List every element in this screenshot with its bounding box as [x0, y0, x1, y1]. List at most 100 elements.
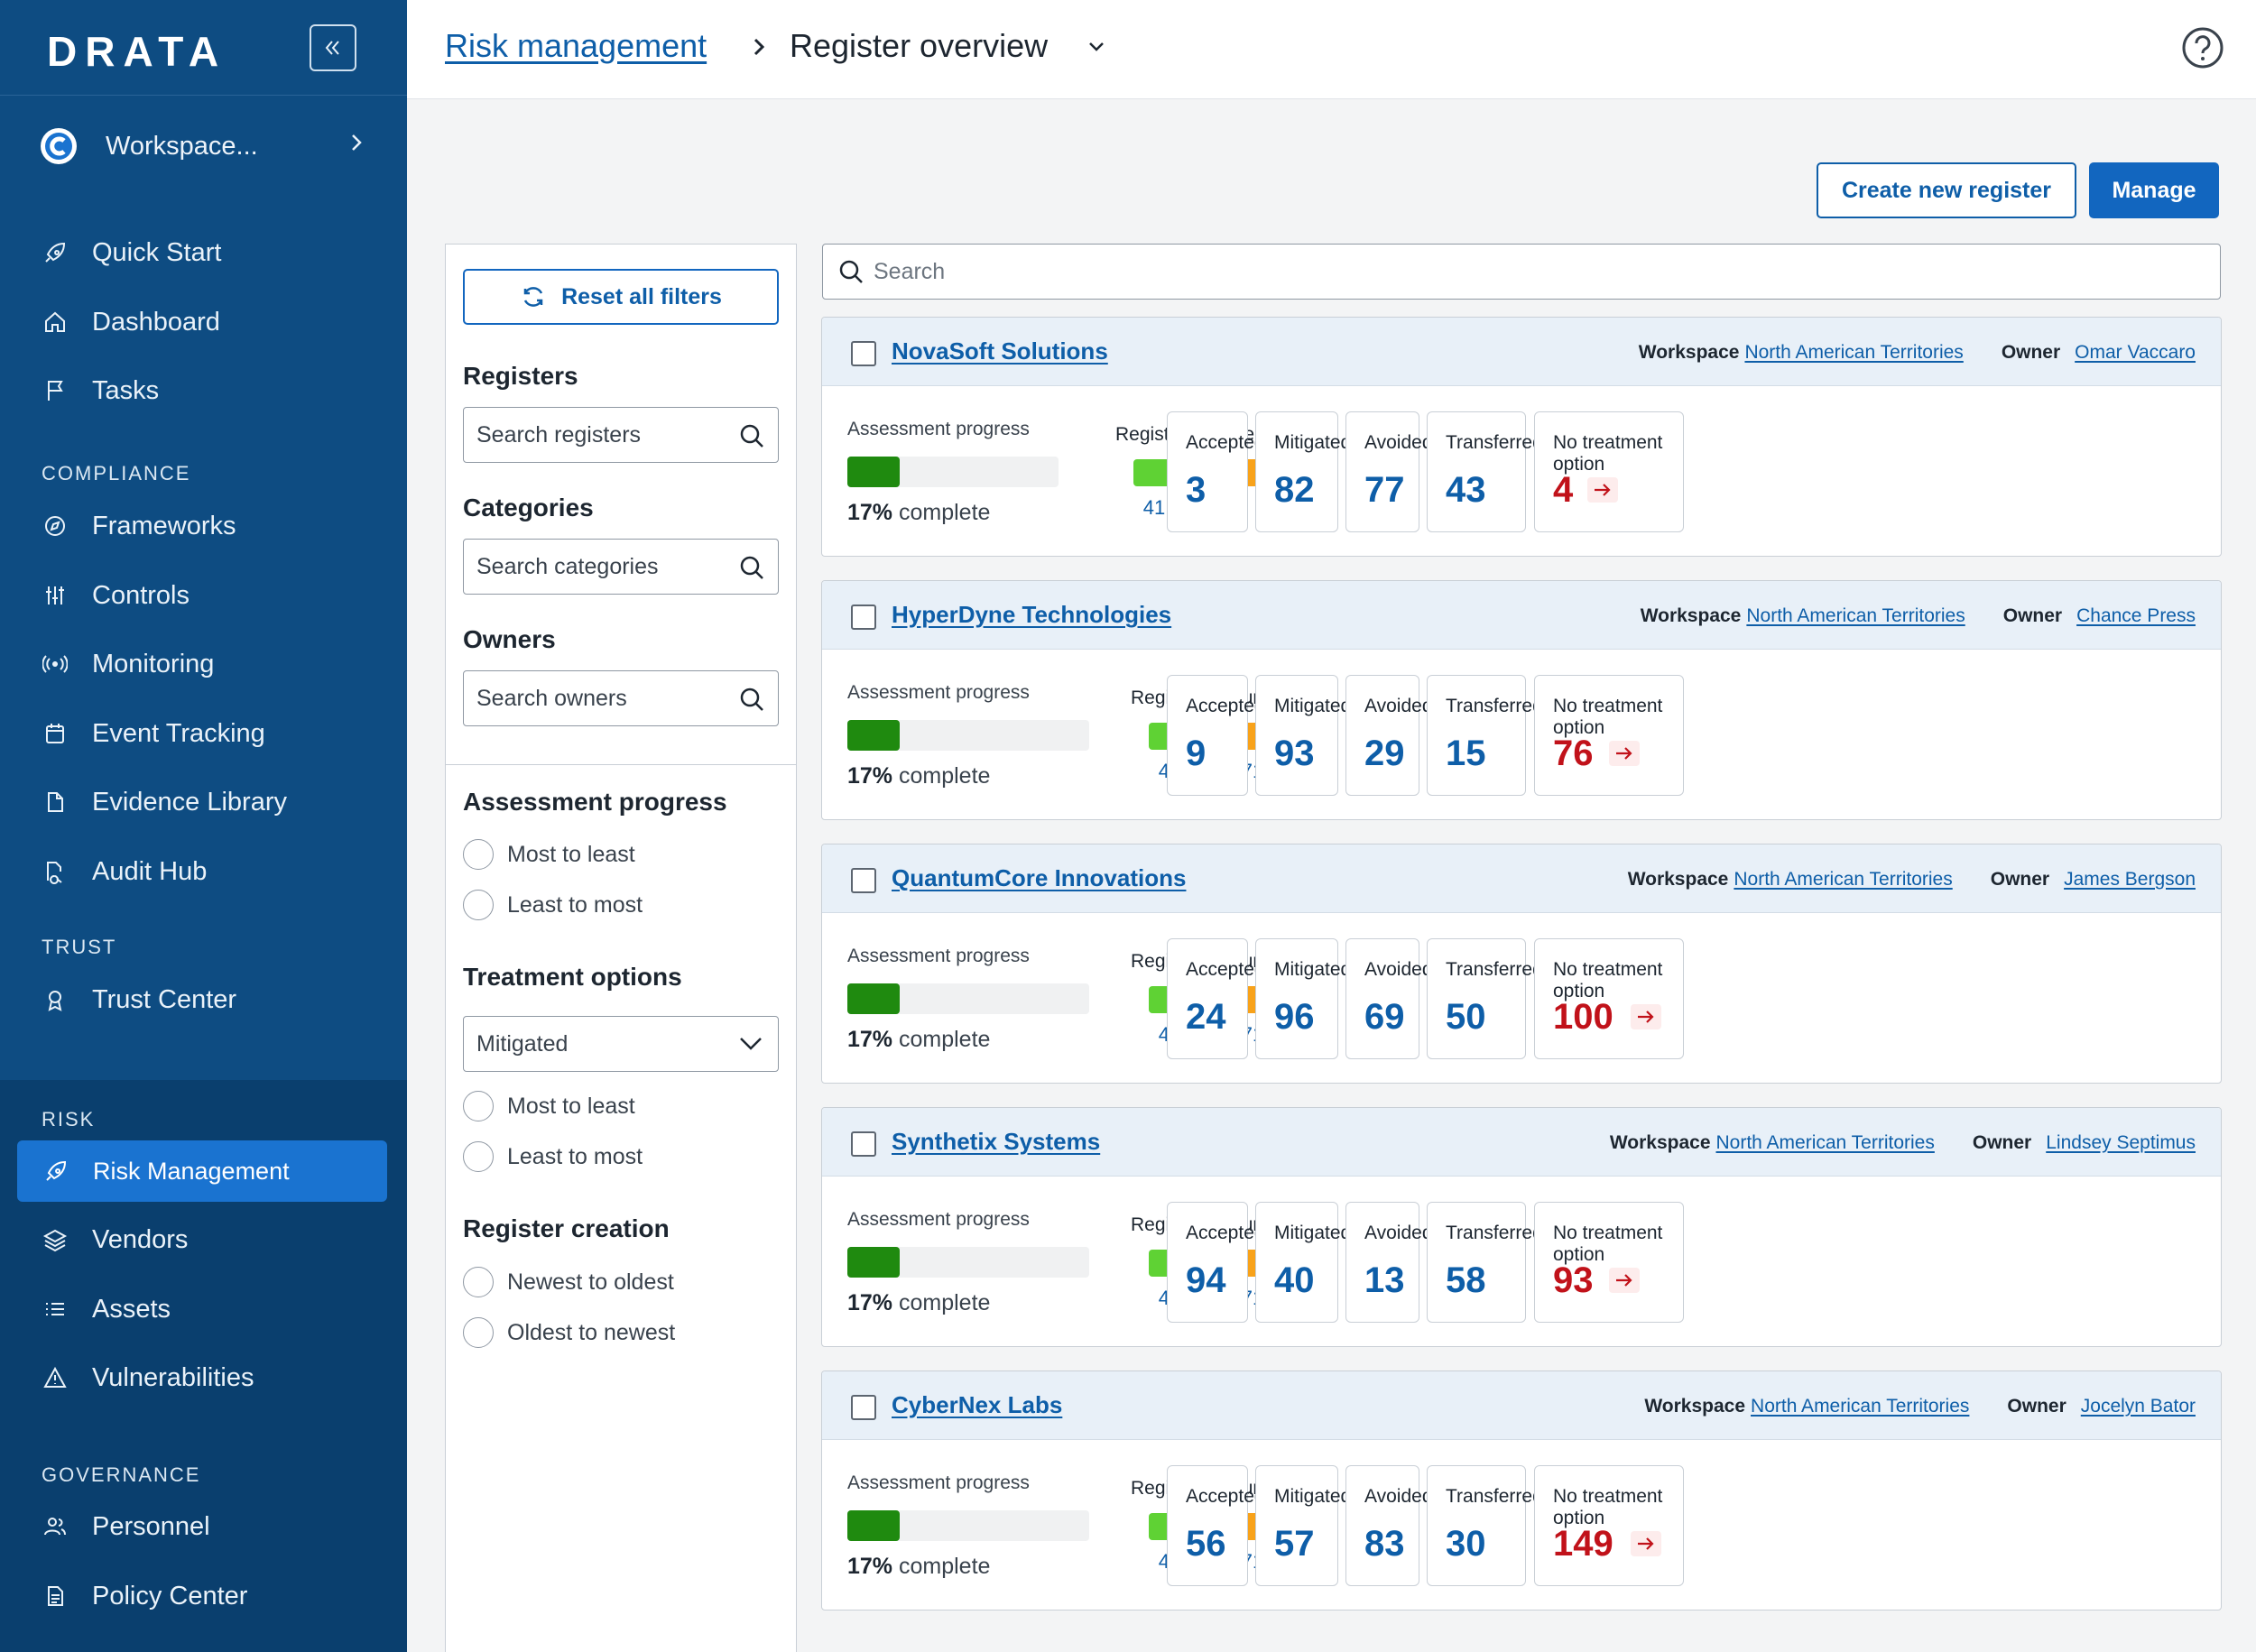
register-meta: Workspace North American Territories Own… — [1641, 605, 2196, 627]
stat-no-treatment[interactable]: No treatment option 76 — [1534, 675, 1684, 796]
register-checkbox[interactable] — [851, 341, 876, 366]
radio-assessment-most-to-least[interactable]: Most to least — [463, 836, 635, 872]
radio-treatment-most-to-least[interactable]: Most to least — [463, 1088, 635, 1124]
stat-transferred[interactable]: Transferred 15 — [1427, 675, 1543, 796]
register-search-input[interactable]: Search — [822, 244, 2221, 300]
radio-creation-oldest-to-newest[interactable]: Oldest to newest — [463, 1315, 675, 1351]
register-name-link[interactable]: NovaSoft Solutions — [892, 337, 1108, 365]
register-checkbox[interactable] — [851, 1131, 876, 1157]
nav-item-event-tracking[interactable]: Event Tracking — [42, 712, 265, 755]
stat-mitigated[interactable]: Mitigated 40 — [1255, 1202, 1351, 1323]
stat-accepted[interactable]: Accepted 56 — [1167, 1465, 1265, 1586]
chevron-down-icon[interactable] — [1086, 36, 1107, 58]
nav-item-vulnerabilities[interactable]: Vulnerabilities — [42, 1356, 254, 1399]
nav-item-personnel[interactable]: Personnel — [42, 1505, 210, 1548]
register-name-link[interactable]: QuantumCore Innovations — [892, 864, 1187, 891]
stat-value: 96 — [1274, 997, 1315, 1037]
assessment-progress-label: Assessment progress — [847, 419, 1030, 439]
arrow-right-icon[interactable] — [1631, 1004, 1661, 1029]
manage-button[interactable]: Manage — [2089, 162, 2219, 218]
drata-logo[interactable]: DRATA — [47, 28, 227, 75]
radio-assessment-least-to-most[interactable]: Least to most — [463, 887, 643, 923]
stat-avoided[interactable]: Avoided 69 — [1345, 938, 1433, 1059]
register-name-link[interactable]: HyperDyne Technologies — [892, 601, 1172, 628]
nav-item-risk-management[interactable]: Risk Management — [17, 1140, 387, 1202]
stat-mitigated[interactable]: Mitigated 93 — [1255, 675, 1351, 796]
stat-mitigated[interactable]: Mitigated 57 — [1255, 1465, 1351, 1586]
arrow-right-icon[interactable] — [1609, 1268, 1640, 1293]
stat-no-treatment[interactable]: No treatment option 4 — [1534, 411, 1684, 532]
nav-item-policy-center[interactable]: Policy Center — [42, 1574, 247, 1618]
nav-item-frameworks[interactable]: Frameworks — [42, 504, 236, 548]
broadcast-icon — [42, 651, 69, 678]
help-icon[interactable] — [2180, 25, 2225, 70]
workspace-link[interactable]: North American Territories — [1744, 342, 1964, 363]
search-registers-input[interactable]: Search registers — [463, 407, 779, 463]
nav-label: Policy Center — [92, 1581, 248, 1610]
owner-link[interactable]: Lindsey Septimus — [2046, 1132, 2196, 1153]
register-checkbox[interactable] — [851, 868, 876, 893]
stat-accepted[interactable]: Accepted 3 — [1167, 411, 1265, 532]
stat-transferred[interactable]: Transferred 50 — [1427, 938, 1543, 1059]
breadcrumb-risk-management[interactable]: Risk management — [445, 27, 707, 64]
nav-item-quick-start[interactable]: Quick Start — [42, 231, 221, 274]
workspace-switcher[interactable]: Workspace... — [41, 123, 365, 170]
workspace-link[interactable]: North American Territories — [1715, 1132, 1935, 1153]
nav-item-monitoring[interactable]: Monitoring — [42, 642, 214, 686]
register-checkbox[interactable] — [851, 605, 876, 630]
nav-item-vendors[interactable]: Vendors — [42, 1218, 188, 1261]
radio-creation-newest-to-oldest[interactable]: Newest to oldest — [463, 1264, 674, 1300]
nav-item-dashboard[interactable]: Dashboard — [42, 300, 220, 344]
stat-avoided[interactable]: Avoided 13 — [1345, 1202, 1433, 1323]
search-owners-placeholder: Search owners — [476, 685, 627, 711]
nav-item-assets[interactable]: Assets — [42, 1287, 171, 1331]
nav-label: Frameworks — [92, 511, 236, 540]
stat-accepted[interactable]: Accepted 9 — [1167, 675, 1265, 796]
search-owners-input[interactable]: Search owners — [463, 670, 779, 726]
workspace-link[interactable]: North American Territories — [1746, 605, 1965, 626]
owner-link[interactable]: Omar Vaccaro — [2075, 342, 2196, 363]
owner-link[interactable]: Jocelyn Bator — [2080, 1396, 2196, 1417]
register-name-link[interactable]: Synthetix Systems — [892, 1128, 1101, 1155]
radio-label: Most to least — [507, 841, 635, 867]
filter-title-categories: Categories — [463, 494, 594, 521]
stat-no-treatment[interactable]: No treatment option 149 — [1534, 1465, 1684, 1586]
reset-filters-button[interactable]: Reset all filters — [463, 269, 779, 325]
treatment-select[interactable]: Mitigated — [463, 1016, 779, 1072]
nav-item-tasks[interactable]: Tasks — [42, 369, 159, 412]
owner-link[interactable]: Chance Press — [2076, 605, 2196, 626]
nav-item-trust-center[interactable]: Trust Center — [42, 978, 236, 1021]
radio-treatment-least-to-most[interactable]: Least to most — [463, 1139, 643, 1175]
stat-no-treatment[interactable]: No treatment option 93 — [1534, 1202, 1684, 1323]
workspace-link[interactable]: North American Territories — [1751, 1396, 1970, 1417]
nav-item-audit-hub[interactable]: Audit Hub — [42, 850, 207, 893]
stat-transferred[interactable]: Transferred 30 — [1427, 1465, 1543, 1586]
search-categories-input[interactable]: Search categories — [463, 539, 779, 595]
stat-transferred[interactable]: Transferred 43 — [1427, 411, 1543, 532]
stat-no-treatment[interactable]: No treatment option 100 — [1534, 938, 1684, 1059]
stat-mitigated[interactable]: Mitigated 82 — [1255, 411, 1351, 532]
collapse-sidebar-button[interactable] — [310, 24, 356, 71]
register-name-link[interactable]: CyberNex Labs — [892, 1391, 1063, 1418]
stat-avoided[interactable]: Avoided 77 — [1345, 411, 1433, 532]
nav-item-evidence-library[interactable]: Evidence Library — [42, 780, 287, 824]
arrow-right-icon[interactable] — [1631, 1531, 1661, 1556]
stat-mitigated[interactable]: Mitigated 96 — [1255, 938, 1351, 1059]
owner-label: Owner — [2001, 342, 2061, 363]
nav-item-controls[interactable]: Controls — [42, 574, 190, 617]
stat-accepted[interactable]: Accepted 94 — [1167, 1202, 1265, 1323]
stat-avoided[interactable]: Avoided 29 — [1345, 675, 1433, 796]
flag-icon — [42, 377, 69, 404]
arrow-right-icon[interactable] — [1609, 741, 1640, 766]
nav-label: Controls — [92, 580, 190, 610]
workspace-link[interactable]: North American Territories — [1734, 869, 1953, 890]
stat-transferred[interactable]: Transferred 58 — [1427, 1202, 1543, 1323]
posture-count-low[interactable]: 41 — [1142, 496, 1166, 519]
stat-avoided[interactable]: Avoided 83 — [1345, 1465, 1433, 1586]
policy-icon — [42, 1583, 69, 1610]
owner-link[interactable]: James Bergson — [2064, 869, 2196, 890]
create-new-register-button[interactable]: Create new register — [1817, 162, 2076, 218]
register-checkbox[interactable] — [851, 1395, 876, 1420]
arrow-right-icon[interactable] — [1587, 477, 1618, 503]
stat-accepted[interactable]: Accepted 24 — [1167, 938, 1265, 1059]
